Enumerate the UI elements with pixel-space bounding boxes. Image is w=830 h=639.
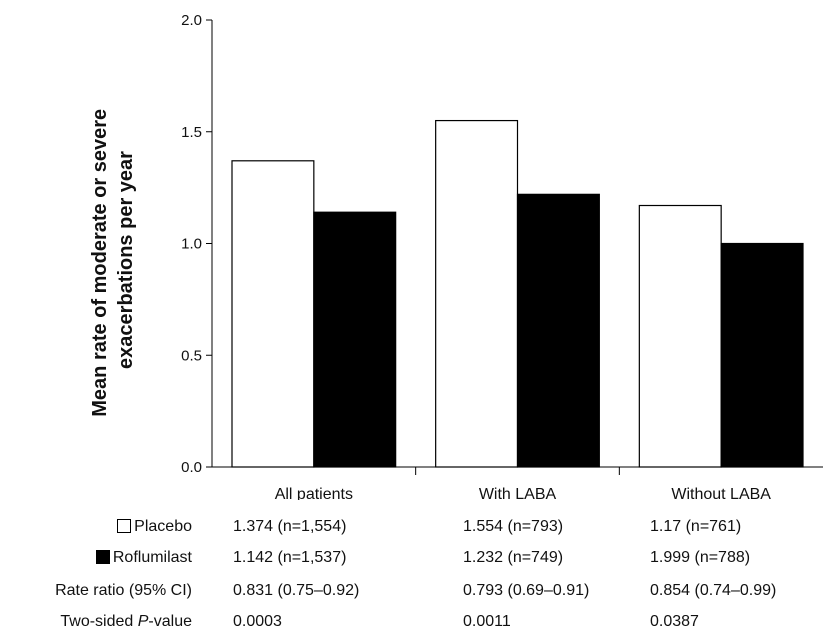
row-label-p-value-prefix: Two-sided — [60, 613, 138, 630]
bar-roflumilast — [516, 193, 600, 468]
x-category-label: With LABA — [479, 486, 557, 500]
bar-placebo — [231, 160, 315, 468]
y-tick-label: 1.0 — [181, 236, 202, 253]
row-label-roflumilast: Roflumilast — [95, 549, 192, 567]
cell-roflumilast-without-laba: 1.999 (n=788) — [650, 549, 751, 566]
roflumilast-legend-swatch — [95, 550, 110, 564]
y-axis-label: Mean rate of moderate or severe exacerba… — [89, 103, 137, 416]
x-category-label: Without LABA — [671, 486, 771, 500]
cell-rate-ratio-all: 0.831 (0.75–0.92) — [233, 582, 360, 599]
cell-placebo-all: 1.374 (n=1,554) — [233, 518, 347, 535]
cell-rate-ratio-without-laba: 0.854 (0.74–0.99) — [650, 582, 777, 599]
y-tick-label: 1.5 — [181, 124, 202, 141]
cell-p-value-all: 0.0003 — [233, 613, 282, 630]
cell-p-value-without-laba: 0.0387 — [650, 613, 699, 630]
row-label-placebo-text: Placebo — [134, 518, 192, 535]
y-axis-label-line-2: exacerbations per year — [115, 151, 137, 369]
placebo-legend-swatch — [117, 519, 132, 533]
row-label-p-value-suffix: -value — [148, 613, 192, 630]
y-tick-label: 0.0 — [181, 459, 202, 476]
bar-roflumilast — [313, 211, 397, 468]
bars — [231, 119, 804, 468]
cell-placebo-without-laba: 1.17 (n=761) — [650, 518, 742, 535]
row-label-p-value: Two-sided P-value — [60, 613, 192, 631]
row-label-placebo: Placebo — [117, 518, 192, 536]
cell-placebo-with-laba: 1.554 (n=793) — [463, 518, 564, 535]
cell-roflumilast-with-laba: 1.232 (n=749) — [463, 549, 564, 566]
bar-chart: 0.0 0.5 1.0 1.5 2.0 All patients With LABA With… — [89, 12, 823, 500]
cell-roflumilast-all: 1.142 (n=1,537) — [233, 549, 347, 566]
cell-p-value-with-laba: 0.0011 — [463, 613, 511, 630]
bar-roflumilast — [720, 242, 804, 468]
bar-placebo — [638, 204, 722, 468]
row-label-rate-ratio: Rate ratio (95% CI) — [55, 582, 192, 600]
row-label-p-value-italic: P — [137, 613, 149, 630]
bar-placebo — [435, 119, 519, 468]
row-label-roflumilast-text: Roflumilast — [112, 549, 192, 566]
y-tick-label: 2.0 — [181, 12, 202, 29]
y-tick-label: 0.5 — [181, 347, 202, 364]
x-category-label: All patients — [275, 486, 353, 500]
cell-rate-ratio-with-laba: 0.793 (0.69–0.91) — [463, 582, 590, 599]
y-axis-label-line-1: Mean rate of moderate or severe — [89, 109, 111, 417]
row-label-rate-ratio-text: Rate ratio (95% CI) — [55, 582, 192, 599]
